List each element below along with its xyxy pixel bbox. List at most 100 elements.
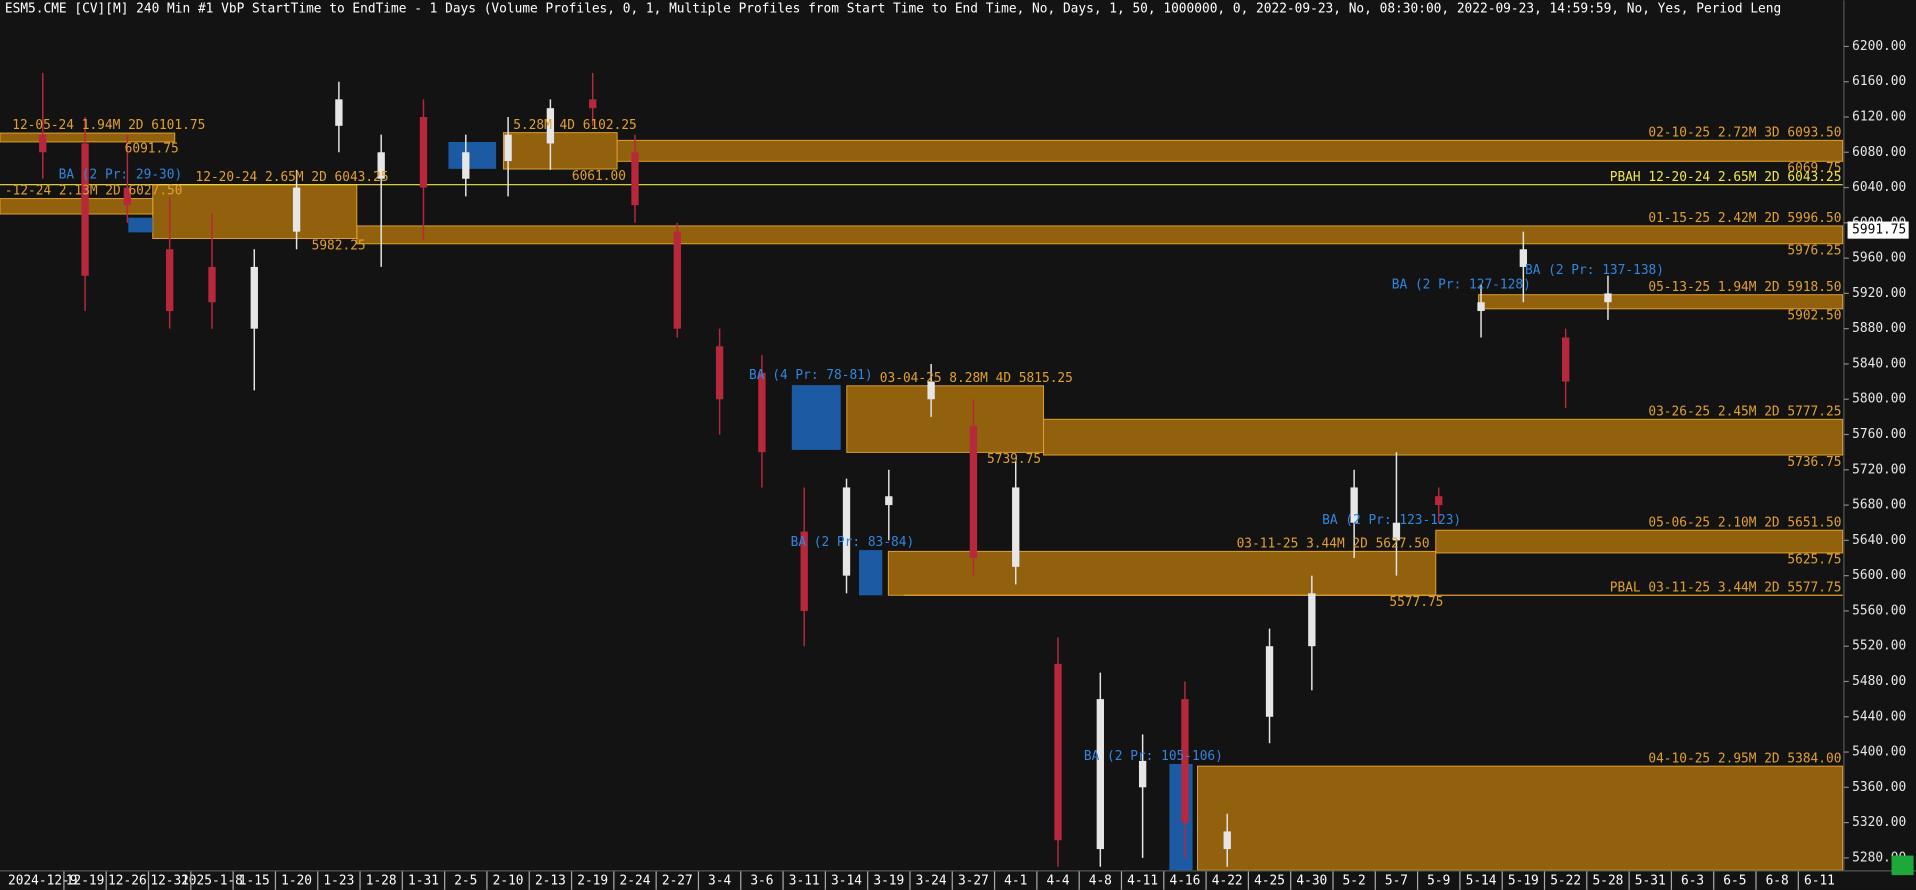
- zones: [0, 132, 1844, 871]
- zone-low-label: 5625.75: [1787, 553, 1841, 568]
- zone-low-label: 6091.75: [125, 142, 179, 157]
- candle-body: [1138, 760, 1147, 788]
- zone-label: -12-24 2.13M 2D 6027.50: [5, 184, 183, 199]
- candle-body: [1561, 337, 1570, 382]
- ba-label: BA (2 Pr: 29-30): [59, 167, 183, 182]
- y-tick-label: 6080.00: [1852, 145, 1906, 160]
- ba-label: BA (2 Pr: 123-123): [1322, 513, 1461, 528]
- candle-body: [927, 381, 935, 400]
- zone-label: 03-11-25 3.44M 2D 5627.50: [1237, 537, 1430, 552]
- labels: 02-10-25 2.72M 3D 6093.50 6069.75 01-15-25…: [5, 118, 1842, 767]
- y-tick-label: 5680.00: [1852, 498, 1906, 513]
- candle-body: [1477, 302, 1485, 312]
- zone-label: 03-04-25 8.28M 4D 5815.25: [880, 371, 1073, 386]
- ba-label: BA (2 Pr: 105-106): [1084, 749, 1223, 764]
- x-tick-label: 6-3: [1681, 874, 1704, 889]
- candle-body: [631, 152, 639, 206]
- x-tick-label: 4-1: [1004, 874, 1027, 889]
- zone-label: 01-15-25 2.42M 2D 5996.50: [1648, 211, 1841, 226]
- volume-zone: [846, 385, 1045, 453]
- y-tick-label: 5840.00: [1852, 356, 1906, 371]
- x-tick-label: 5-19: [1508, 874, 1539, 889]
- x-tick-label: 1-20: [281, 874, 312, 889]
- y-tick-label: 6120.00: [1852, 109, 1906, 124]
- x-tick-label: 2-24: [620, 874, 651, 889]
- volume-zone: [616, 139, 1844, 162]
- x-tick-label: 3-6: [750, 874, 773, 889]
- candle-body: [842, 487, 851, 576]
- candle-body: [673, 231, 681, 329]
- x-tick-label: 3-14: [831, 874, 862, 889]
- x-tick-label: 6-8: [1766, 874, 1789, 889]
- ba-label: BA (4 Pr: 78-81): [749, 368, 873, 383]
- y-tick-label: 5880.00: [1852, 321, 1906, 336]
- candle-body: [1054, 663, 1062, 841]
- candle-body: [969, 425, 978, 558]
- candle-body: [1519, 249, 1528, 267]
- volume-zone: [152, 184, 358, 239]
- x-tick-label: 3-11: [789, 874, 820, 889]
- zone-label: 04-10-25 2.95M 2D 5384.00: [1648, 751, 1841, 766]
- x-tick-label: 4-22: [1212, 874, 1243, 889]
- y-tick-label: 5440.00: [1852, 709, 1906, 724]
- candle-body: [1265, 646, 1274, 717]
- y-tick-label: 5920.00: [1852, 286, 1906, 301]
- x-tick-label: 4-4: [1046, 874, 1069, 889]
- y-tick-label: 5760.00: [1852, 427, 1906, 442]
- x-tick-label: 2024-12-9: [8, 874, 78, 889]
- zone-low-label: 5739.75: [987, 452, 1041, 467]
- volume-zone: [1435, 529, 1844, 554]
- last-price-box: [1847, 221, 1909, 239]
- y-tick-label: 5400.00: [1852, 745, 1906, 760]
- y-tick-label: 6040.00: [1852, 180, 1906, 195]
- x-tick-label: 5-9: [1427, 874, 1450, 889]
- ba-box: [1169, 763, 1193, 871]
- candle-body: [166, 249, 174, 312]
- x-tick-label: 2-19: [577, 874, 608, 889]
- candle-body: [589, 99, 597, 109]
- y-tick-label: 6200.00: [1852, 39, 1906, 54]
- x-tick-label: 4-16: [1169, 874, 1200, 889]
- x-tick-label: 12-19: [66, 874, 105, 889]
- x-tick-label: 5-28: [1593, 874, 1624, 889]
- zone-label: 02-10-25 2.72M 3D 6093.50: [1648, 126, 1841, 141]
- ba-box: [859, 550, 883, 596]
- candles: [39, 72, 1612, 867]
- axes: 5280.005320.005360.005400.005440.005480.…: [8, 39, 1909, 890]
- ba-box: [128, 217, 153, 233]
- candle-body: [1350, 487, 1358, 523]
- volume-zone: [356, 225, 1844, 245]
- x-tick-label: 4-11: [1127, 874, 1158, 889]
- candle-body: [800, 531, 808, 611]
- candle-body: [758, 372, 766, 453]
- zone-label: 05-06-25 2.10M 2D 5651.50: [1648, 515, 1841, 530]
- candle-body: [292, 187, 301, 232]
- x-tick-label: 5-31: [1635, 874, 1666, 889]
- x-tick-label: 6-5: [1723, 874, 1746, 889]
- candle-body: [335, 99, 343, 126]
- zone-label: 12-05-24 1.94M 2D 6101.75: [12, 118, 205, 133]
- x-tick-label: 5-22: [1550, 874, 1581, 889]
- x-tick-label: 6-11: [1804, 874, 1835, 889]
- status-box: [1891, 855, 1914, 876]
- candle-body: [1223, 831, 1231, 850]
- bid-ask-boxes: [128, 141, 1193, 871]
- candle-body: [377, 152, 385, 179]
- y-tick-label: 5800.00: [1852, 392, 1906, 407]
- chart-title: ESM5.CME [CV][M] 240 Min #1 VbP StartTim…: [5, 1, 1781, 16]
- volume-zone: [0, 132, 176, 143]
- x-tick-label: 5-7: [1385, 874, 1408, 889]
- candle-body: [250, 266, 258, 329]
- zone-low-label: 6069.75: [1787, 161, 1841, 176]
- x-tick-label: 12-31: [150, 874, 189, 889]
- last-price-label: 5991.75: [1852, 223, 1906, 238]
- zone-label: 5.28M 4D 6102.25: [513, 118, 637, 133]
- y-tick-label: 5520.00: [1852, 639, 1906, 654]
- zone-low-label: 5982.25: [312, 238, 366, 253]
- x-tick-label: 2-27: [662, 874, 693, 889]
- x-tick-label: 3-24: [916, 874, 947, 889]
- y-tick-label: 6160.00: [1852, 74, 1906, 89]
- zone-label: 05-13-25 1.94M 2D 5918.50: [1648, 280, 1841, 295]
